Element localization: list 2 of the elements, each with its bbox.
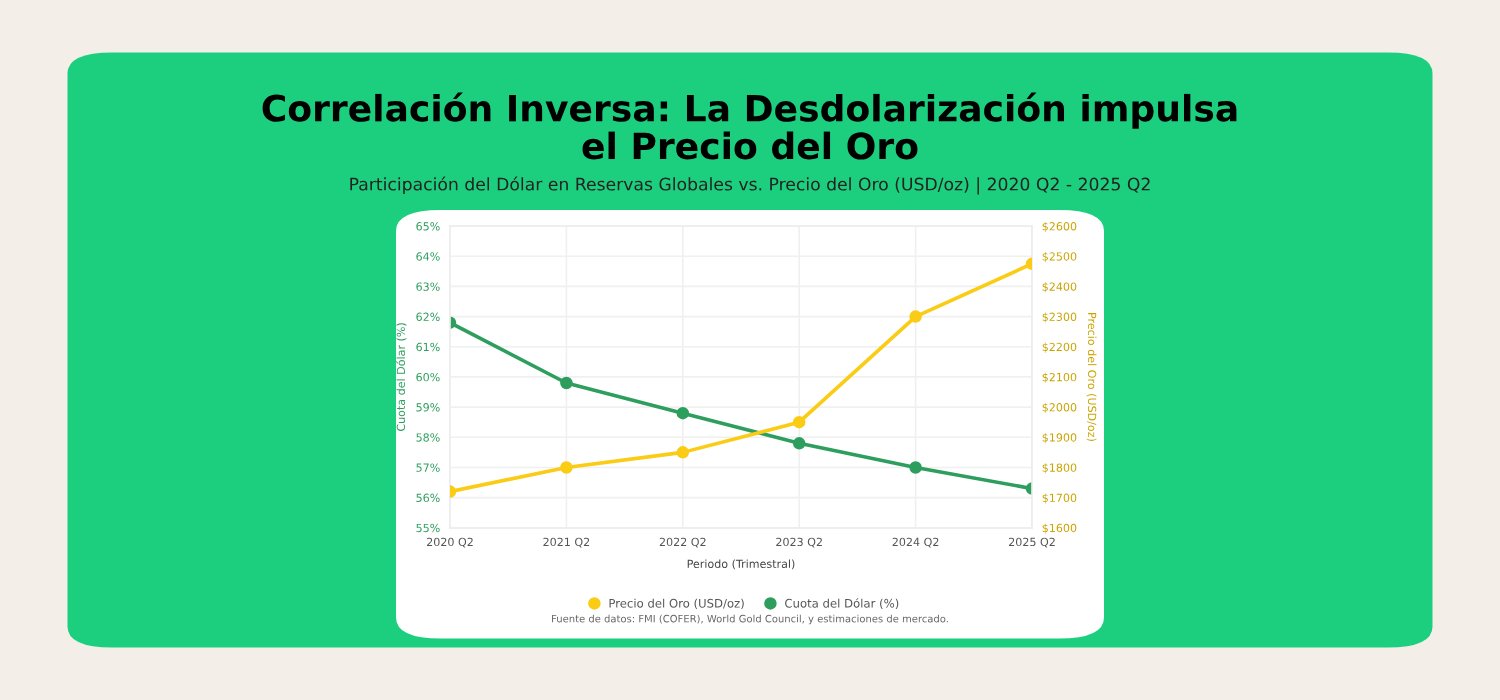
- chart-subtitle: Participación del Dólar en Reservas Globales vs. Precio del Oro (USD/oz) | 2020 Q2 - 2025 Q2: [350, 176, 1150, 195]
- chart-title: Correlación Inversa: La Desdolarización impulsa el Precio del Oro: [262, 92, 1237, 160]
